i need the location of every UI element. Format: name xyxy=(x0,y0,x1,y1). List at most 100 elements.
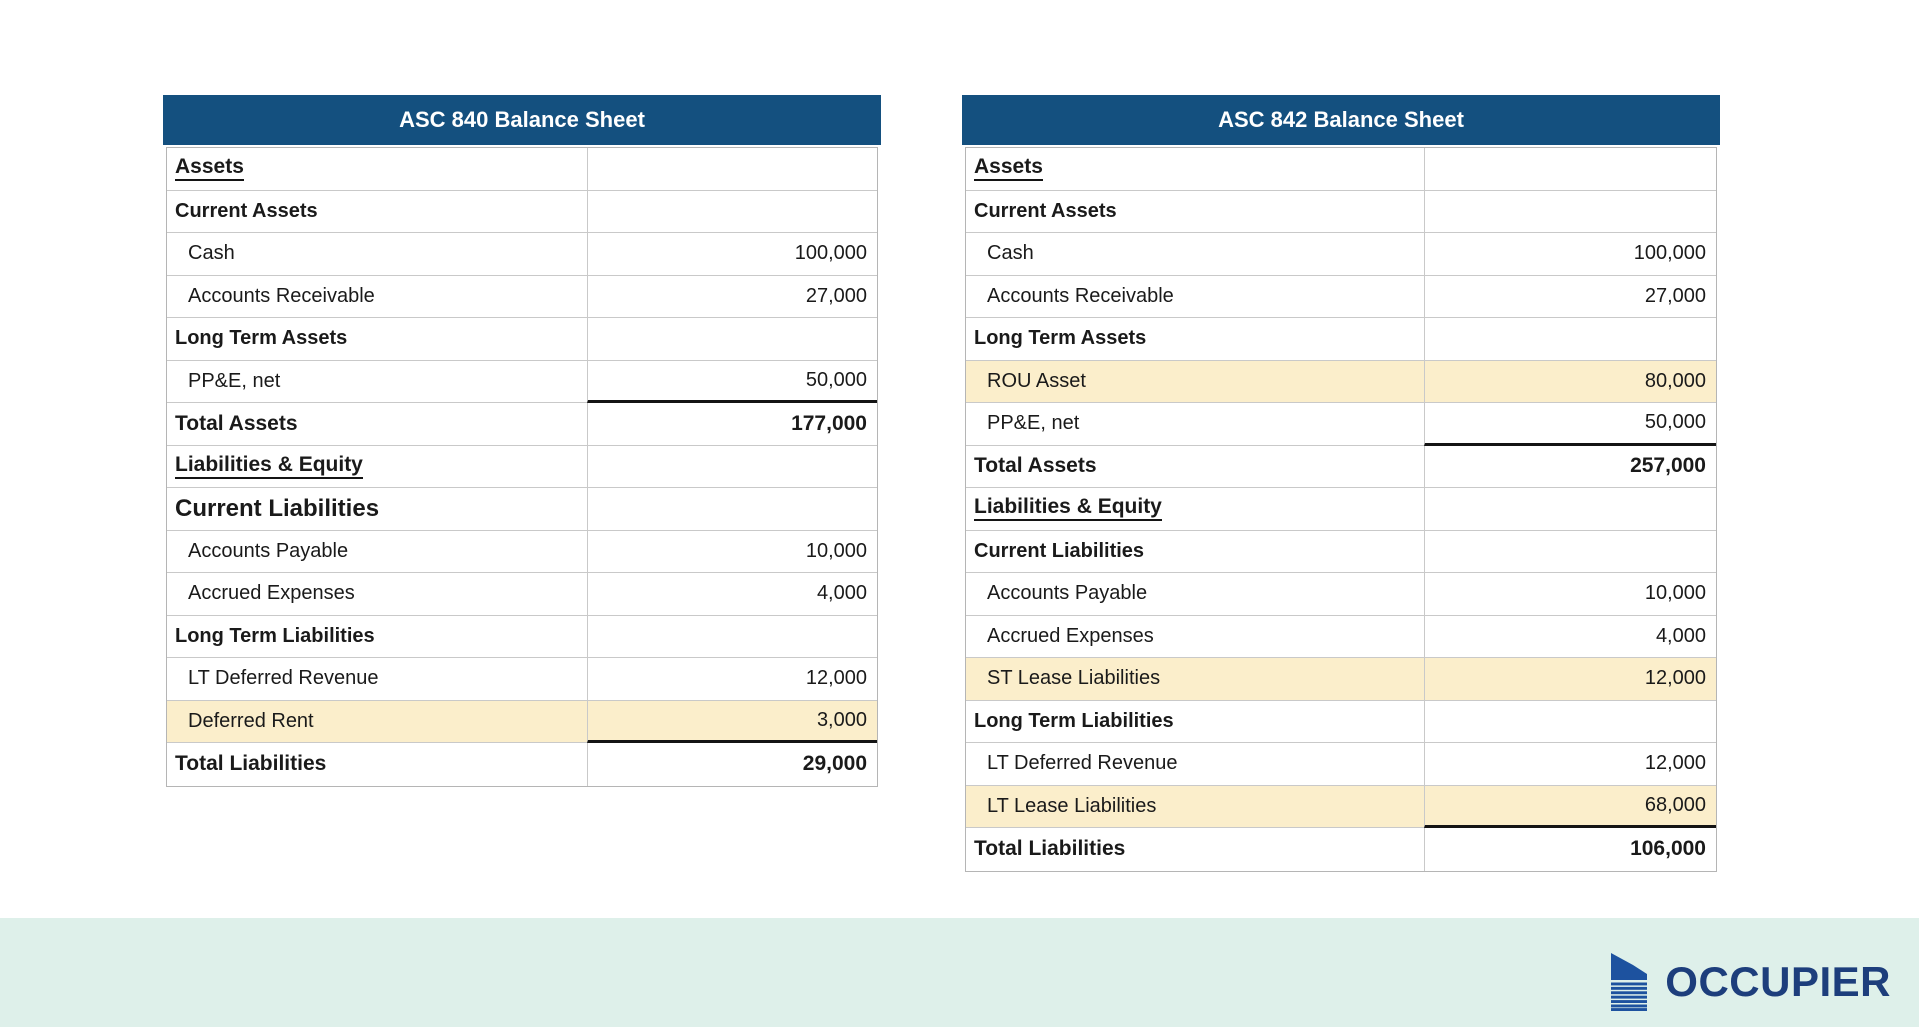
row-label: Deferred Rent xyxy=(167,701,587,743)
row-value-text: 10,000 xyxy=(1644,582,1706,605)
row-value-text: 27,000 xyxy=(805,284,867,307)
row-label-text: PP&E, net xyxy=(188,369,281,392)
row-label-text: Assets xyxy=(974,156,1043,182)
row-value xyxy=(587,318,877,361)
occupier-logo: OCCUPIER xyxy=(1611,953,1891,1011)
row-label: Total Assets xyxy=(966,446,1424,488)
table-title: ASC 842 Balance Sheet xyxy=(962,95,1720,145)
row-label-text: Accrued Expenses xyxy=(188,582,355,605)
row-value xyxy=(587,445,877,488)
row-value xyxy=(587,190,877,233)
row-label-text: Current Assets xyxy=(175,199,318,222)
balance-sheet-asc840: ASC 840 Balance Sheet Assets Current Asse… xyxy=(163,95,881,787)
row-label: Long Term Assets xyxy=(167,318,587,361)
row-value-text: 68,000 xyxy=(1644,793,1706,816)
table-row: PP&E, net 50,000 xyxy=(167,360,877,403)
row-value-text: 12,000 xyxy=(1644,752,1706,775)
table-row: Total Liabilities 106,000 xyxy=(966,828,1716,871)
row-label-text: LT Deferred Revenue xyxy=(987,752,1178,775)
table-row: Accounts Receivable 27,000 xyxy=(966,275,1716,318)
row-value-text: 100,000 xyxy=(794,242,867,265)
row-value-text: 50,000 xyxy=(805,368,867,391)
row-value: 27,000 xyxy=(587,275,877,318)
row-value: 68,000 xyxy=(1424,785,1716,828)
row-label-text: Current Liabilities xyxy=(175,494,380,522)
row-value-text: 12,000 xyxy=(1644,667,1706,690)
row-label-text: Accounts Payable xyxy=(987,582,1148,605)
table-row: Liabilities & Equity xyxy=(966,488,1716,531)
table-row: Assets xyxy=(966,148,1716,191)
table-row: Deferred Rent 3,000 xyxy=(167,700,877,743)
row-label-text: Liabilities & Equity xyxy=(175,453,363,479)
row-label: Long Term Liabilities xyxy=(966,701,1424,743)
table-row: Assets xyxy=(167,148,877,191)
row-label-text: Long Term Assets xyxy=(175,327,348,350)
table-row: LT Deferred Revenue 12,000 xyxy=(167,658,877,701)
row-value: 12,000 xyxy=(1424,743,1716,786)
row-value xyxy=(587,148,877,191)
row-label-text: Accounts Receivable xyxy=(188,284,375,307)
row-value xyxy=(1424,700,1716,743)
row-label-text: Long Term Liabilities xyxy=(175,624,375,647)
row-label-text: Cash xyxy=(987,242,1034,265)
row-value-text: 4,000 xyxy=(816,582,867,605)
row-label-text: Accounts Payable xyxy=(188,539,349,562)
row-value: 12,000 xyxy=(1424,658,1716,701)
row-label: Current Assets xyxy=(167,191,587,233)
row-label-text: ROU Asset xyxy=(987,369,1086,392)
row-value-text: 10,000 xyxy=(805,539,867,562)
row-value-text: 29,000 xyxy=(802,752,867,776)
row-label: LT Deferred Revenue xyxy=(966,743,1424,786)
row-value xyxy=(587,488,877,531)
row-label-text: Total Assets xyxy=(175,411,298,435)
row-label: LT Deferred Revenue xyxy=(167,658,587,701)
table-row: Total Liabilities 29,000 xyxy=(167,743,877,786)
row-label-text: Accrued Expenses xyxy=(987,624,1154,647)
row-value: 80,000 xyxy=(1424,360,1716,403)
table-row: Total Assets 257,000 xyxy=(966,445,1716,488)
table-row: Current Liabilities xyxy=(966,530,1716,573)
row-value-text: 80,000 xyxy=(1644,369,1706,392)
row-label: Accounts Receivable xyxy=(167,276,587,318)
row-label-text: Total Liabilities xyxy=(974,837,1126,861)
row-label: Liabilities & Equity xyxy=(966,488,1424,531)
row-label-text: Current Liabilities xyxy=(974,539,1145,562)
row-value-text: 27,000 xyxy=(1644,284,1706,307)
row-value-text: 257,000 xyxy=(1630,454,1706,478)
row-label: Accounts Payable xyxy=(167,531,587,573)
row-value xyxy=(1424,148,1716,191)
row-label-text: Total Assets xyxy=(974,454,1097,478)
table-row: Accrued Expenses 4,000 xyxy=(167,573,877,616)
table-row: Accounts Payable 10,000 xyxy=(966,573,1716,616)
row-value: 106,000 xyxy=(1424,828,1716,871)
row-value: 27,000 xyxy=(1424,275,1716,318)
row-label: Assets xyxy=(966,148,1424,191)
table-row: LT Deferred Revenue 12,000 xyxy=(966,743,1716,786)
row-value xyxy=(587,615,877,658)
row-label: PP&E, net xyxy=(167,361,587,403)
row-value-text: 4,000 xyxy=(1655,624,1706,647)
row-label: Total Liabilities xyxy=(966,828,1424,871)
row-label-text: Liabilities & Equity xyxy=(974,496,1162,522)
row-value-text: 106,000 xyxy=(1630,837,1706,861)
row-label: Accrued Expenses xyxy=(167,573,587,616)
row-label: Assets xyxy=(167,148,587,191)
table-row: Accounts Receivable 27,000 xyxy=(167,275,877,318)
row-label: Current Liabilities xyxy=(966,531,1424,573)
row-label: ST Lease Liabilities xyxy=(966,658,1424,701)
row-label: Long Term Liabilities xyxy=(167,616,587,658)
row-value: 257,000 xyxy=(1424,445,1716,488)
row-value: 100,000 xyxy=(587,233,877,276)
row-label: Liabilities & Equity xyxy=(167,446,587,488)
table-row: Current Assets xyxy=(167,190,877,233)
row-value: 29,000 xyxy=(587,743,877,786)
row-value-text: 100,000 xyxy=(1633,242,1706,265)
row-value: 177,000 xyxy=(587,403,877,446)
row-label-text: Current Assets xyxy=(974,199,1117,222)
row-value: 3,000 xyxy=(587,700,877,743)
row-label: PP&E, net xyxy=(966,403,1424,446)
row-label: Cash xyxy=(966,233,1424,276)
row-label: Long Term Assets xyxy=(966,318,1424,361)
table-row: ROU Asset 80,000 xyxy=(966,360,1716,403)
